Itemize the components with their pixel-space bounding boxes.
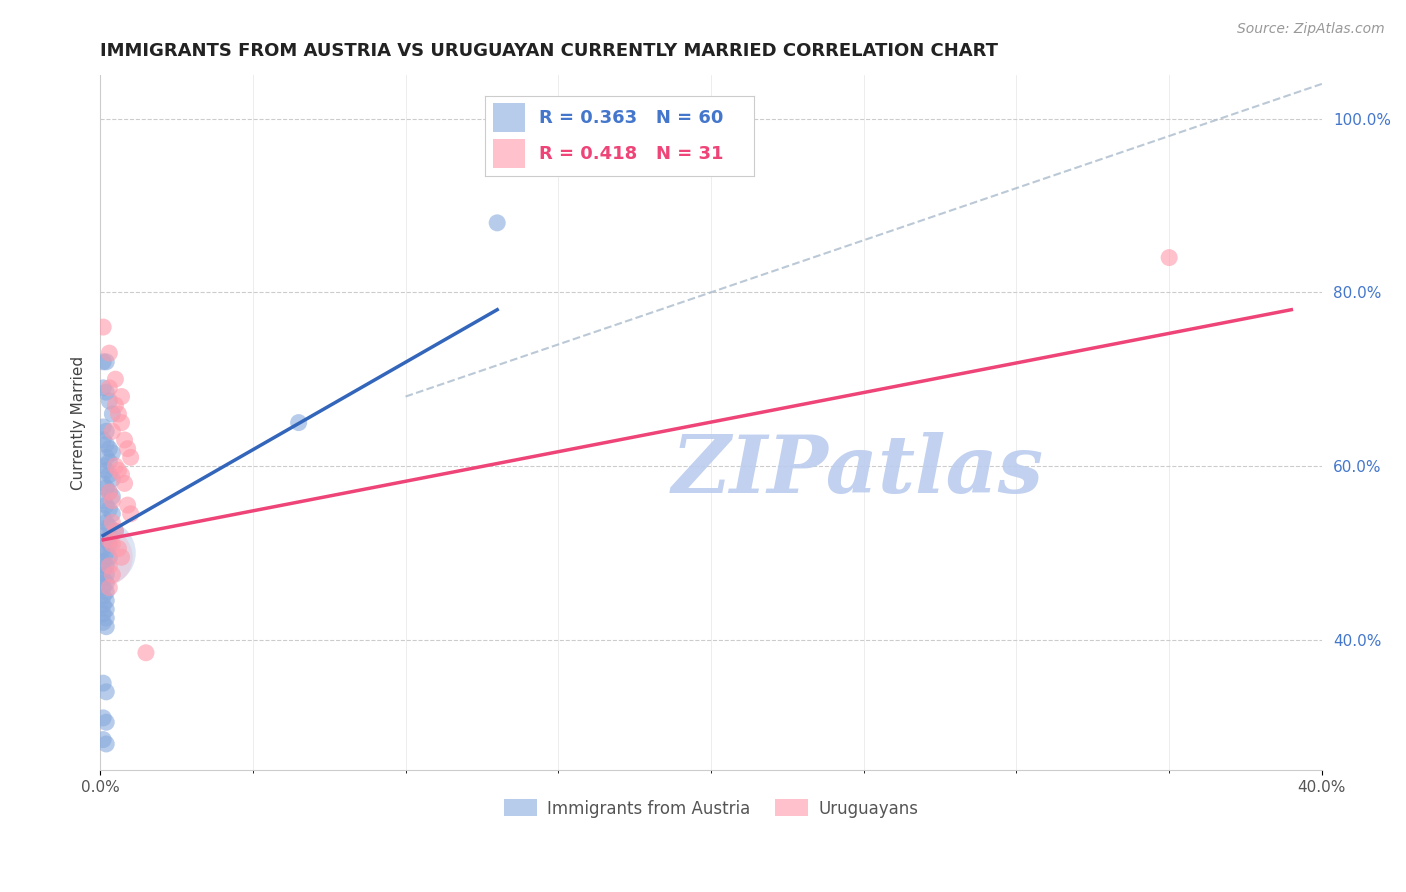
- Point: [96, 463, 118, 477]
- Point: [110, 390, 132, 404]
- Point: [96, 611, 118, 625]
- Point: [96, 576, 118, 591]
- Point: [104, 458, 127, 473]
- Point: [110, 550, 132, 565]
- Point: [104, 524, 127, 538]
- Point: [91, 589, 114, 603]
- Point: [91, 615, 114, 630]
- Legend: Immigrants from Austria, Uruguayans: Immigrants from Austria, Uruguayans: [496, 793, 925, 824]
- Point: [91, 541, 114, 556]
- Point: [98, 520, 121, 534]
- Text: Source: ZipAtlas.com: Source: ZipAtlas.com: [1237, 22, 1385, 37]
- Point: [91, 676, 114, 690]
- Point: [114, 433, 136, 447]
- Point: [101, 490, 124, 504]
- Point: [101, 425, 124, 439]
- Point: [96, 620, 118, 634]
- Point: [114, 476, 136, 491]
- Point: [104, 398, 127, 412]
- Point: [107, 407, 129, 421]
- Point: [91, 563, 114, 577]
- Point: [98, 581, 121, 595]
- Point: [91, 476, 114, 491]
- Point: [98, 533, 121, 547]
- Point: [91, 572, 114, 586]
- Point: [96, 425, 118, 439]
- Point: [96, 385, 118, 400]
- Point: [91, 711, 114, 725]
- Point: [96, 481, 118, 495]
- Point: [91, 555, 114, 569]
- Point: [91, 607, 114, 621]
- Point: [91, 528, 114, 542]
- Point: [96, 685, 118, 699]
- Point: [98, 455, 121, 469]
- Point: [98, 467, 121, 482]
- Point: [120, 507, 142, 521]
- Point: [98, 381, 121, 395]
- Point: [101, 516, 124, 530]
- Point: [98, 442, 121, 456]
- Point: [91, 433, 114, 447]
- Point: [98, 502, 121, 516]
- Point: [110, 416, 132, 430]
- Point: [107, 463, 129, 477]
- Point: [96, 585, 118, 599]
- Point: [96, 437, 118, 451]
- Point: [91, 546, 114, 560]
- Point: [486, 216, 509, 230]
- Point: [101, 493, 124, 508]
- Point: [1159, 251, 1181, 265]
- Point: [96, 602, 118, 616]
- Point: [98, 537, 121, 551]
- Text: ZIPatlas: ZIPatlas: [672, 433, 1043, 510]
- Point: [96, 567, 118, 582]
- Point: [117, 498, 139, 512]
- Point: [98, 558, 121, 573]
- Point: [91, 511, 114, 525]
- Point: [91, 320, 114, 334]
- Point: [91, 458, 114, 473]
- Point: [96, 558, 118, 573]
- Point: [96, 593, 118, 607]
- Point: [135, 646, 157, 660]
- Point: [101, 446, 124, 460]
- Point: [96, 355, 118, 369]
- Point: [104, 524, 127, 538]
- Point: [91, 581, 114, 595]
- Point: [101, 567, 124, 582]
- Point: [98, 485, 121, 500]
- Point: [287, 416, 309, 430]
- Point: [110, 467, 132, 482]
- Point: [104, 372, 127, 386]
- Point: [96, 546, 118, 560]
- Point: [91, 420, 114, 434]
- Point: [107, 541, 129, 556]
- Point: [98, 485, 121, 500]
- Point: [91, 550, 114, 565]
- Point: [91, 355, 114, 369]
- Point: [91, 493, 114, 508]
- Text: IMMIGRANTS FROM AUSTRIA VS URUGUAYAN CURRENTLY MARRIED CORRELATION CHART: IMMIGRANTS FROM AUSTRIA VS URUGUAYAN CUR…: [100, 42, 998, 60]
- Point: [101, 537, 124, 551]
- Point: [96, 450, 118, 465]
- Point: [96, 533, 118, 547]
- Point: [120, 450, 142, 465]
- Point: [98, 550, 121, 565]
- Point: [101, 472, 124, 486]
- Point: [96, 498, 118, 512]
- Point: [96, 715, 118, 730]
- Point: [91, 732, 114, 747]
- Point: [96, 737, 118, 751]
- Point: [98, 346, 121, 360]
- Point: [117, 442, 139, 456]
- Point: [101, 507, 124, 521]
- Point: [91, 598, 114, 612]
- Point: [98, 393, 121, 408]
- Point: [96, 516, 118, 530]
- Y-axis label: Currently Married: Currently Married: [72, 356, 86, 490]
- Point: [91, 381, 114, 395]
- Point: [101, 407, 124, 421]
